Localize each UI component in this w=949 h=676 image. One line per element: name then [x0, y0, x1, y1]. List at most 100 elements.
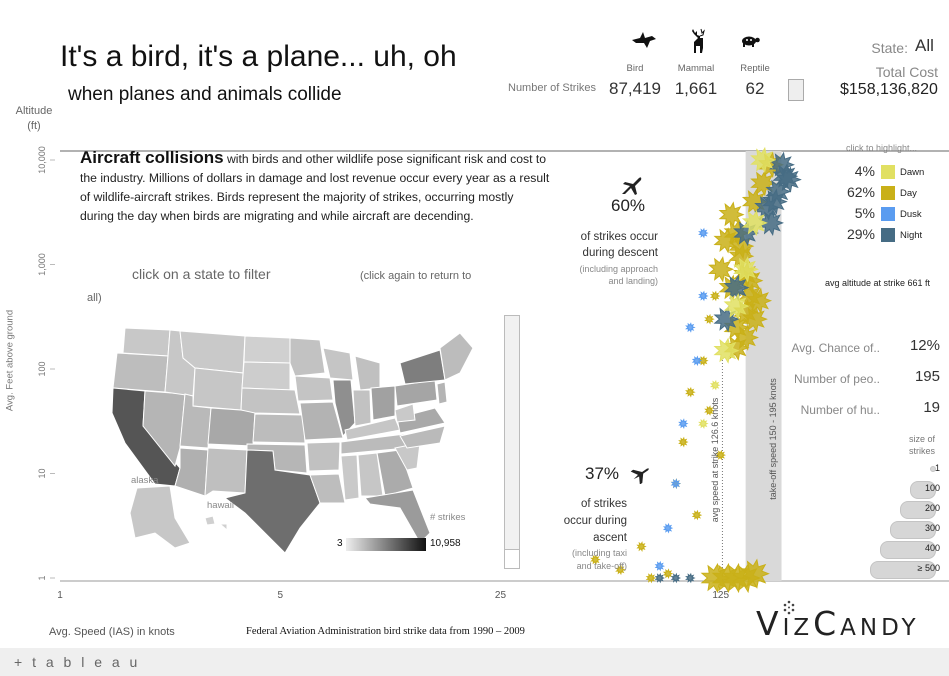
state-new-york[interactable]	[399, 349, 446, 385]
state-indiana[interactable]	[352, 389, 372, 427]
bird-icon[interactable]	[630, 30, 658, 52]
state-west-virginia[interactable]	[394, 403, 416, 423]
state-new-jersey[interactable]	[436, 381, 448, 405]
map-scrollbar[interactable]	[504, 315, 520, 569]
ascent-pct: 37%	[585, 464, 620, 483]
state-minnesota[interactable]	[289, 337, 326, 377]
size-legend-swatch	[880, 541, 936, 559]
state-colorado[interactable]	[207, 407, 256, 447]
footer-spacer	[898, 660, 938, 670]
size-legend-item: 300	[880, 520, 942, 539]
plane-descent-icon	[622, 177, 642, 195]
state-iowa[interactable]	[294, 375, 334, 402]
state-mississippi[interactable]	[340, 454, 360, 501]
x-tick-label: 25	[495, 590, 507, 601]
state-wisconsin[interactable]	[322, 347, 354, 381]
strike-point-day	[709, 290, 721, 302]
descent-pct: 60%	[611, 196, 646, 215]
strike-point-dusk	[691, 355, 703, 367]
state-kansas[interactable]	[252, 413, 306, 444]
strike-point-dawn	[709, 379, 721, 391]
state-value[interactable]: All	[915, 36, 934, 55]
state-new-england[interactable]	[439, 332, 474, 381]
total-cost-label: Total Cost	[875, 64, 938, 80]
time-legend-item-dusk[interactable]: 5% Dusk	[835, 205, 945, 223]
us-state-map[interactable]	[95, 318, 495, 558]
size-legend-swatch	[870, 561, 936, 579]
strike-point-night	[654, 572, 665, 584]
time-legend-pct: 4%	[854, 163, 875, 179]
size-legend-label: 100	[924, 483, 940, 493]
time-legend-swatch	[881, 165, 895, 179]
time-legend-item-dawn[interactable]: 4% Dawn	[835, 163, 945, 181]
state-michigan[interactable]	[354, 355, 381, 391]
descent-note-1: (including approach	[579, 264, 658, 274]
time-legend-item-day[interactable]: 62% Day	[835, 184, 945, 202]
stat-label: Avg. Chance of..	[791, 341, 881, 355]
state-north-carolina[interactable]	[399, 425, 446, 449]
takeoff-speed-annotation: take-off speed 150 - 195 knots	[768, 378, 778, 500]
state-south-dakota[interactable]	[241, 361, 291, 391]
state-alaska[interactable]	[129, 485, 191, 549]
total-cost-value: $158,136,820	[840, 81, 938, 98]
tableau-logo[interactable]: + t a b l e a u	[14, 654, 141, 670]
state-florida[interactable]	[364, 489, 431, 544]
size-legend-swatch	[890, 521, 936, 539]
x-tick-label: 1	[57, 590, 63, 601]
state-washington[interactable]	[122, 327, 171, 357]
time-legend-item-night[interactable]: 29% Night	[835, 226, 945, 244]
y-tick-label: 10,000	[37, 146, 47, 174]
state-virginia[interactable]	[396, 407, 446, 434]
plane-ascent-icon	[630, 468, 649, 484]
strike-point-day	[723, 314, 750, 341]
state-new-mexico[interactable]	[204, 447, 248, 497]
state-pennsylvania[interactable]	[394, 379, 438, 407]
state-georgia[interactable]	[376, 449, 414, 497]
size-legend-item: 100	[880, 480, 942, 499]
page-title: It's a bird, it's a plane... uh, oh	[60, 40, 457, 73]
strike-point-day	[691, 509, 703, 521]
state-arizona[interactable]	[174, 447, 209, 497]
state-arkansas[interactable]	[306, 441, 341, 472]
strike-point-dusk	[662, 522, 674, 534]
strike-scatter-chart[interactable]: 1 5 25 125 1 10 100 1,000 10,000	[0, 0, 949, 648]
size-legend-item: 1	[880, 460, 942, 478]
reptile-label: Reptile	[740, 63, 770, 74]
y-tick-label: 10	[37, 468, 47, 478]
scrollbar-thumb[interactable]	[505, 549, 519, 568]
state-ohio[interactable]	[370, 385, 396, 421]
size-legend-label: 300	[924, 523, 940, 533]
stat-label: Number of peo..	[793, 372, 880, 386]
reptile-count: 62	[745, 79, 765, 98]
description-text: with birds and other wildlife pose signi…	[80, 152, 550, 223]
alaska-label: alaska	[131, 475, 159, 486]
mammal-count: 1,661	[674, 79, 718, 98]
animal-filter-toggle[interactable]	[788, 79, 804, 101]
time-legend-hint: click to highlight...	[846, 143, 918, 153]
map-legend-title: # strikes	[430, 512, 466, 523]
state-oregon[interactable]	[112, 352, 169, 393]
strike-point-day	[708, 256, 735, 283]
strike-point-dawn	[723, 292, 750, 320]
time-legend-pct: 62%	[846, 184, 875, 200]
state-texas[interactable]	[223, 449, 321, 554]
strike-point-day	[704, 313, 715, 325]
size-legend-title-1: size of	[908, 434, 935, 444]
strike-point-dusk	[670, 478, 682, 490]
state-louisiana[interactable]	[309, 473, 346, 504]
state-nebraska[interactable]	[240, 387, 301, 415]
size-legend-label: 1	[934, 463, 940, 473]
size-legend-label: 200	[924, 503, 940, 513]
state-north-dakota[interactable]	[243, 335, 291, 364]
time-legend-swatch	[881, 228, 895, 242]
stat-value: 12%	[909, 337, 940, 354]
turtle-icon[interactable]	[739, 34, 761, 48]
state-missouri[interactable]	[299, 401, 344, 441]
size-legend-item: ≥ 500	[870, 560, 942, 579]
state-hawaii[interactable]	[204, 515, 228, 532]
strike-point-night	[769, 151, 795, 178]
hawaii-label: hawaii	[207, 500, 234, 511]
state-wyoming[interactable]	[192, 367, 244, 411]
vizcandy-logo[interactable]: VizCandy	[756, 604, 920, 643]
deer-icon[interactable]	[688, 28, 710, 54]
